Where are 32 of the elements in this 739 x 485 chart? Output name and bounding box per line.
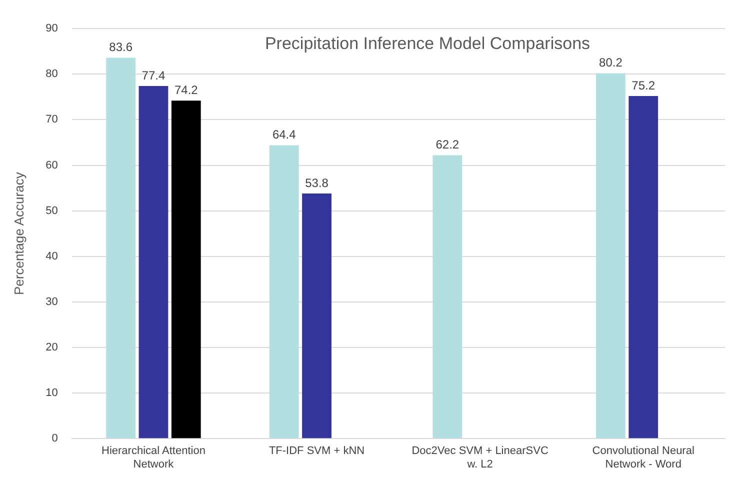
y-tick-label: 30 (46, 296, 58, 308)
y-tick-label: 50 (46, 204, 58, 217)
y-tick-label: 0 (52, 432, 58, 445)
y-tick-label: 70 (46, 114, 58, 126)
bar (138, 86, 168, 438)
bar (171, 100, 201, 438)
data-label: 74.2 (174, 82, 198, 97)
bar (269, 145, 299, 438)
y-tick-label: 90 (46, 22, 58, 35)
data-label: 83.6 (109, 40, 133, 54)
bar (302, 194, 332, 438)
bar (628, 96, 658, 438)
y-axis-title: Percentage Accuracy (11, 172, 26, 296)
chart-title: Precipitation Inference Model Comparisons (264, 34, 590, 53)
y-tick-label: 40 (46, 250, 58, 262)
y-tick-label: 60 (46, 159, 58, 172)
x-tick-label: Convolutional Neural Network - Word (592, 445, 694, 470)
bar (432, 155, 462, 438)
y-tick-label: 80 (46, 68, 58, 80)
x-tick-label: Doc2Vec SVM + LinearSVC w. L2 (412, 445, 548, 470)
bar (106, 58, 136, 438)
x-tick-label: TF-IDF SVM + kNN (268, 445, 365, 458)
data-label: 80.2 (599, 56, 623, 70)
bar (596, 73, 626, 438)
data-label: 62.2 (436, 138, 460, 152)
data-label: 75.2 (632, 78, 656, 92)
data-label: 53.8 (305, 176, 329, 190)
y-tick-label: 10 (46, 387, 58, 400)
x-tick-label: Hierarchical Attention Network (102, 445, 206, 470)
y-tick-label: 20 (46, 342, 58, 354)
data-label: 64.4 (272, 128, 296, 142)
data-label: 77.4 (142, 68, 166, 82)
